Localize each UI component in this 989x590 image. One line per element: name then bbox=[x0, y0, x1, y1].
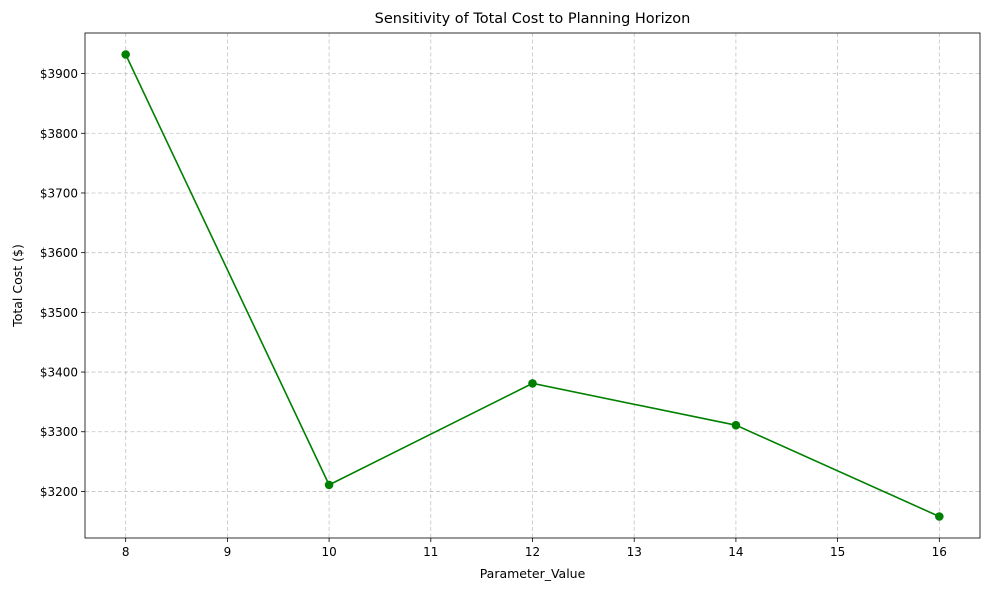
x-tick-label: 11 bbox=[423, 545, 438, 559]
x-tick-label: 12 bbox=[525, 545, 540, 559]
data-point bbox=[528, 379, 537, 388]
x-tick-label: 8 bbox=[122, 545, 130, 559]
y-axis-label: Total Cost ($) bbox=[10, 244, 25, 328]
x-tick-label: 16 bbox=[932, 545, 947, 559]
x-tick-label: 14 bbox=[728, 545, 743, 559]
y-tick-label: $3700 bbox=[40, 186, 78, 200]
chart-title: Sensitivity of Total Cost to Planning Ho… bbox=[375, 11, 691, 27]
data-point bbox=[121, 50, 130, 59]
x-tick-label: 10 bbox=[321, 545, 336, 559]
y-tick-label: $3600 bbox=[40, 246, 78, 260]
plot-frame bbox=[84, 32, 981, 539]
axes: 8 9 10 11 12 13 14 15 16 $3200 $3300 $3400 $3500 $360… bbox=[40, 67, 947, 559]
x-tick-label: 9 bbox=[224, 545, 232, 559]
data-point bbox=[324, 480, 334, 490]
y-tick-label: $3200 bbox=[40, 485, 78, 499]
data-point bbox=[935, 512, 944, 521]
y-tick-label: $3500 bbox=[40, 306, 78, 320]
x-tick-label: 15 bbox=[830, 545, 845, 559]
y-tick-label: $3900 bbox=[40, 67, 78, 81]
data-point bbox=[731, 420, 741, 430]
y-tick-label: $3400 bbox=[40, 366, 78, 380]
series-layer bbox=[121, 50, 944, 521]
y-tick-label: $3800 bbox=[40, 127, 78, 141]
y-tick-label: $3300 bbox=[40, 425, 78, 439]
x-tick-label: 13 bbox=[627, 545, 642, 559]
x-axis-label: Parameter_Value bbox=[480, 566, 586, 581]
